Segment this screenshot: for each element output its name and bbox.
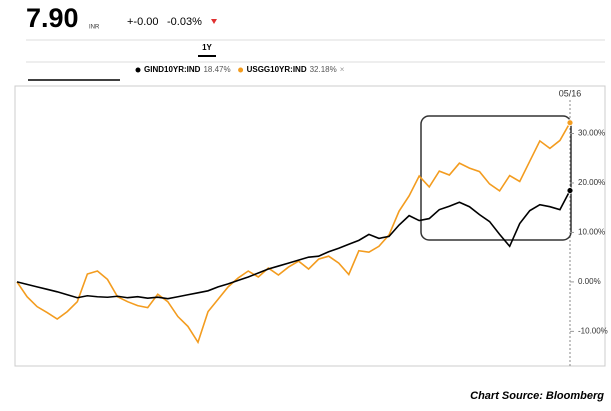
- legend-name: USGG10YR:IND: [247, 65, 307, 74]
- date-label-bg: [554, 88, 586, 100]
- highlight-box: [420, 115, 572, 241]
- legend-value: 32.18%: [310, 65, 337, 74]
- y-tick-label: -10.00%: [578, 326, 608, 335]
- y-tick-label: 0.00%: [578, 277, 601, 286]
- price: 7.90: [26, 3, 79, 33]
- series-line: [16, 190, 571, 300]
- y-tick-label: 20.00%: [578, 178, 605, 187]
- legend-name: GIND10YR:IND: [144, 65, 201, 74]
- y-tick-label: 30.00%: [578, 129, 605, 138]
- range-tab[interactable]: 1Y: [202, 43, 212, 52]
- legend-dot: [238, 67, 244, 73]
- x-tick-label: 05/16: [559, 88, 582, 98]
- source: Chart Source: Bloomberg: [470, 390, 604, 402]
- legend-dot: [135, 67, 141, 73]
- down-arrow: [211, 19, 217, 24]
- change-pct: -0.03%: [167, 16, 202, 28]
- series-line: [16, 122, 571, 345]
- plot-frame: [14, 85, 606, 367]
- remove-series: ×: [340, 65, 345, 74]
- legend: GIND10YR:IND 18.47% USGG10YR:IND 32.18% ×: [135, 65, 345, 74]
- end-marker: [566, 119, 574, 127]
- y-tick-label: 10.00%: [578, 228, 605, 237]
- currency: INR: [89, 25, 100, 31]
- legend-value: 18.47%: [203, 65, 230, 74]
- change: +-0.00: [127, 16, 159, 28]
- end-marker: [566, 187, 574, 194]
